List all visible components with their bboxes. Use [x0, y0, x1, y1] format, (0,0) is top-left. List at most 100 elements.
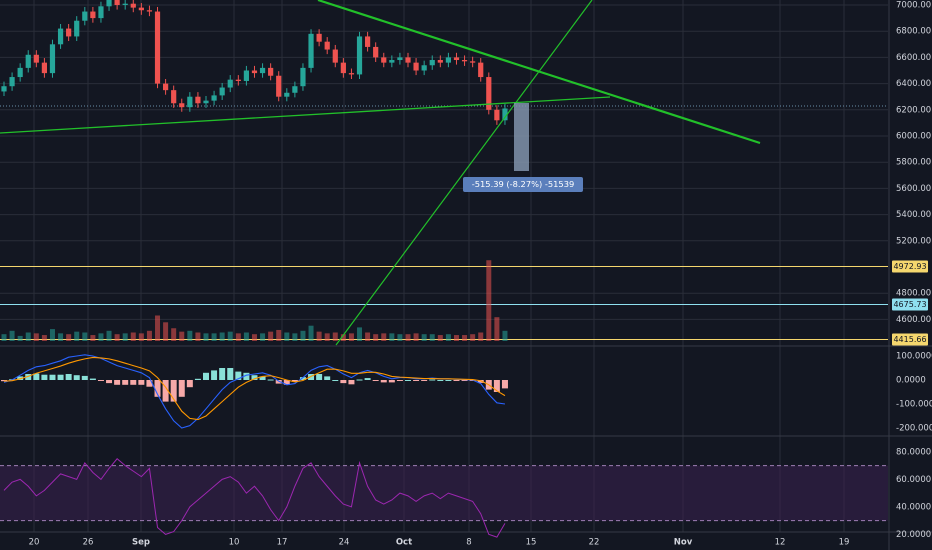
candle-body[interactable] [502, 108, 508, 121]
candle-body[interactable] [57, 28, 64, 45]
candle-body[interactable] [154, 11, 161, 84]
macd-histogram-bar [178, 380, 185, 397]
candle-body[interactable] [227, 79, 233, 88]
macd-histogram-bar [413, 380, 420, 381]
candle-body[interactable] [453, 57, 460, 61]
candle-body[interactable] [66, 28, 72, 37]
candle-body[interactable] [49, 44, 56, 74]
candle-body[interactable] [243, 70, 249, 81]
candle-body[interactable] [413, 62, 419, 71]
candle-body[interactable] [98, 6, 104, 19]
candle-body[interactable] [179, 103, 185, 108]
candle-body[interactable] [365, 36, 371, 47]
volume-bar [308, 325, 314, 341]
candle-body[interactable] [235, 79, 241, 81]
candle-body[interactable] [470, 61, 476, 63]
volume-bar [332, 332, 338, 341]
macd-histogram-bar [251, 375, 258, 380]
volume-bar [445, 334, 451, 341]
candle-body[interactable] [276, 75, 282, 97]
candle-body[interactable] [195, 96, 201, 104]
measure-box[interactable] [514, 103, 529, 171]
candle-body[interactable] [138, 7, 144, 11]
candle-body[interactable] [300, 67, 306, 87]
macd-histogram-bar [267, 379, 274, 381]
candle-body[interactable] [429, 60, 435, 66]
candle-body[interactable] [284, 92, 290, 97]
candle-body[interactable] [90, 11, 96, 19]
macd-histogram-bar [421, 380, 428, 381]
candle-body[interactable] [340, 62, 346, 74]
candle-body[interactable] [405, 57, 411, 63]
time-tick-label: 12 [775, 538, 786, 548]
volume-bar [90, 335, 96, 341]
time-axis[interactable]: 20 26 Sep 10 17 24 Oct 8 15 22 Nov 12 19 [29, 538, 850, 548]
volume-bar [25, 332, 31, 341]
macd-panel[interactable] [1, 354, 508, 429]
candle-body[interactable] [494, 109, 500, 121]
candle-body[interactable] [203, 100, 209, 104]
candle-body[interactable] [1, 86, 7, 92]
breakout-trendline[interactable] [335, 0, 593, 346]
price-tick-label: 7000.00 [896, 1, 931, 11]
volume-bar [462, 335, 468, 341]
candle-body[interactable] [316, 33, 322, 42]
volume-bar [413, 333, 419, 341]
candle-body[interactable] [74, 20, 80, 37]
candle-body[interactable] [211, 95, 217, 101]
candle-body[interactable] [130, 3, 136, 8]
candle-body[interactable] [82, 11, 88, 21]
volume-bar [453, 335, 459, 341]
candle-body[interactable] [25, 54, 31, 68]
candle-body[interactable] [461, 60, 468, 62]
candle-body[interactable] [445, 57, 451, 63]
volume-bar [106, 330, 112, 341]
candle-body[interactable] [486, 77, 492, 110]
price-label-value: 4675.73 [893, 300, 926, 309]
price-axis[interactable]: 7000.00 6800.00 6600.00 6400.00 6200.00 6000.… [888, 0, 932, 550]
price-panel[interactable]: -515.39 (-8.27%) -51539 [0, 0, 888, 346]
candle-body[interactable] [308, 33, 314, 68]
candle-body[interactable] [324, 41, 330, 50]
price-label-value: 4415.66 [893, 335, 926, 344]
candle-body[interactable] [17, 67, 23, 78]
price-tick-label: 4600.00 [896, 315, 931, 325]
candle-body[interactable] [219, 87, 225, 96]
candle-body[interactable] [114, 0, 120, 6]
candle-body[interactable] [9, 77, 15, 87]
candle-body[interactable] [251, 70, 258, 74]
candle-body[interactable] [421, 65, 427, 71]
candle-body[interactable] [163, 83, 169, 91]
candle-body[interactable] [122, 3, 128, 5]
candle-body[interactable] [106, 0, 112, 7]
candle-body[interactable] [146, 10, 153, 12]
candle-body[interactable] [292, 86, 298, 93]
macd-histogram-bar [501, 380, 508, 389]
candle-body[interactable] [187, 96, 193, 108]
volume-bar [340, 334, 346, 341]
time-tick-label: Nov [674, 538, 693, 548]
candle-body[interactable] [171, 90, 177, 104]
candle-body[interactable] [268, 67, 274, 76]
candle-body[interactable] [41, 62, 47, 74]
candle-body[interactable] [348, 73, 355, 75]
candle-body[interactable] [373, 46, 379, 58]
macd-histogram-bar [429, 379, 436, 381]
candle-body[interactable] [356, 36, 363, 75]
candle-body[interactable] [389, 60, 395, 63]
volume-bar [300, 330, 306, 341]
candle-body[interactable] [437, 60, 443, 63]
candle-body[interactable] [397, 57, 403, 61]
volume-bar [357, 327, 363, 341]
volume-bar [155, 315, 161, 341]
candle-body[interactable] [332, 49, 338, 63]
candle-body[interactable] [478, 62, 484, 78]
candle-body[interactable] [259, 67, 266, 74]
macd-histogram-bar [122, 380, 129, 385]
macd-histogram-bar [291, 380, 298, 382]
candle-body[interactable] [381, 57, 387, 63]
support-trendline[interactable] [0, 96, 611, 134]
rsi-panel[interactable] [0, 458, 888, 538]
candle-body[interactable] [33, 54, 39, 63]
